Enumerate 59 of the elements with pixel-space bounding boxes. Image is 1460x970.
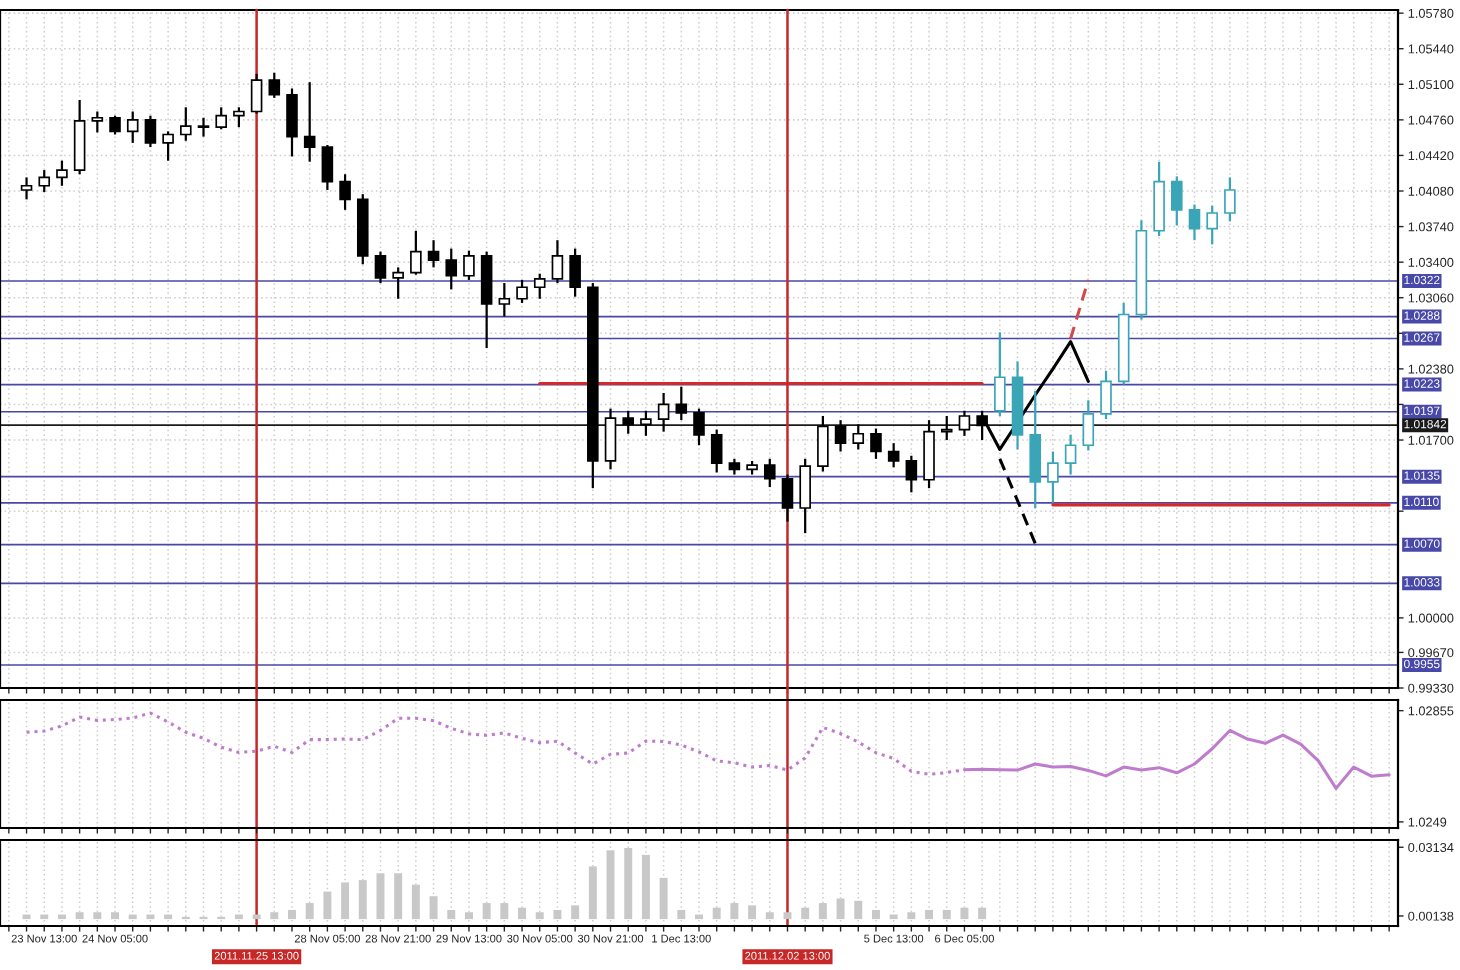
candlestick (20, 176, 33, 201)
candlestick (1224, 176, 1236, 223)
candlestick (339, 173, 351, 211)
bar (606, 850, 615, 920)
candlestick (463, 249, 475, 282)
candlestick (1082, 399, 1095, 452)
candlestick (303, 81, 316, 163)
candlestick (109, 114, 121, 136)
candlestick (994, 331, 1006, 418)
candlestick (38, 168, 51, 194)
candlestick (516, 278, 528, 305)
candlestick (533, 272, 546, 300)
candlestick (56, 159, 68, 187)
candlestick (905, 454, 918, 494)
candlestick (126, 110, 139, 144)
candlestick (817, 414, 829, 473)
candlestick (91, 110, 104, 134)
candlestick (215, 106, 227, 131)
candlestick (551, 239, 564, 285)
candlestick (427, 239, 440, 269)
candlestick (374, 250, 387, 285)
candlestick (321, 143, 334, 192)
candlestick (640, 409, 652, 437)
bar (783, 912, 792, 920)
candlestick (887, 442, 900, 469)
candlestick (162, 130, 174, 162)
candlestick (1047, 450, 1059, 504)
candlestick (1064, 433, 1077, 476)
candlestick (622, 409, 635, 435)
candlestick (180, 106, 192, 142)
candlestick (268, 71, 281, 99)
candlestick (392, 266, 404, 300)
candlestick (958, 409, 971, 437)
candlestick (693, 407, 705, 447)
candlestick (1171, 175, 1183, 227)
candlestick (144, 114, 157, 149)
candlestick (1206, 204, 1218, 246)
candlestick (1100, 369, 1112, 421)
candlestick (799, 457, 811, 535)
candlestick (410, 229, 422, 276)
candlestick (286, 87, 298, 158)
candlestick (250, 72, 263, 115)
candlestick (781, 473, 794, 523)
candlestick (233, 106, 245, 129)
candlestick (604, 407, 617, 471)
candlestick (710, 428, 723, 474)
candlestick (834, 419, 847, 453)
candlestick (870, 427, 882, 460)
candlestick (569, 247, 581, 298)
candlestick (852, 423, 865, 451)
candlestick (197, 116, 210, 138)
candlestick (1029, 389, 1042, 510)
candlestick (498, 281, 511, 318)
candlestick (657, 391, 670, 433)
candlestick (1188, 203, 1201, 242)
bar (624, 848, 633, 920)
candlestick (675, 385, 688, 422)
candlestick (445, 247, 458, 291)
candlestick (763, 457, 776, 489)
